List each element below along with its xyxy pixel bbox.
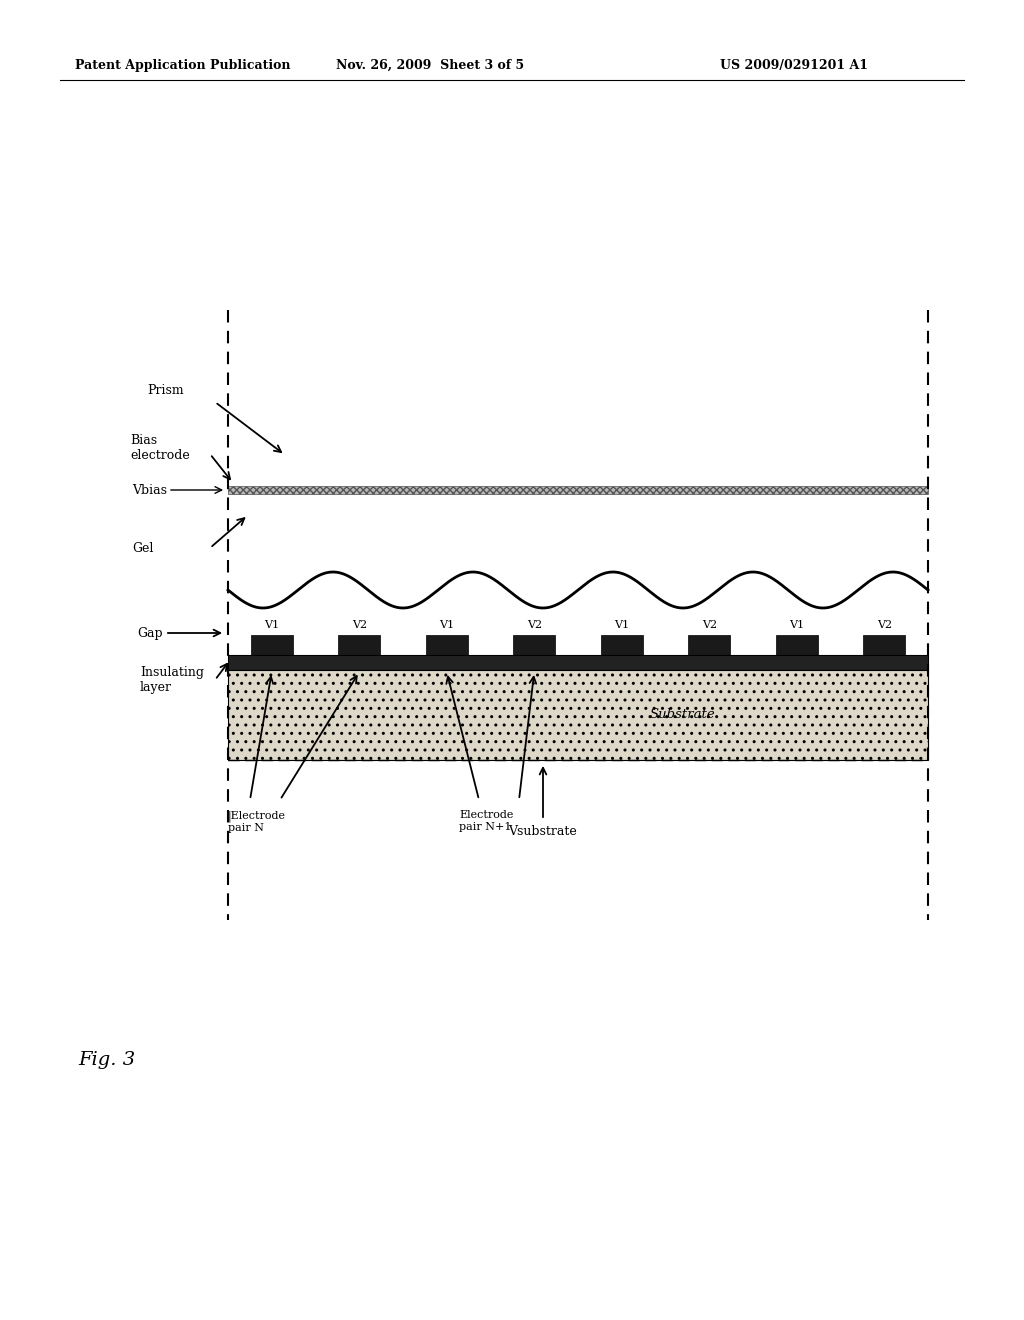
- Bar: [228, 671, 928, 760]
- Text: Gel: Gel: [132, 541, 154, 554]
- Text: V1: V1: [614, 620, 630, 630]
- Bar: [426, 635, 468, 655]
- Text: Fig. 3: Fig. 3: [78, 1051, 135, 1069]
- Bar: [688, 635, 730, 655]
- Bar: [776, 635, 818, 655]
- Text: V2: V2: [351, 620, 367, 630]
- Text: |Electrode
pair N: |Electrode pair N: [228, 810, 286, 833]
- Bar: [228, 655, 928, 671]
- Bar: [338, 635, 380, 655]
- Text: V2: V2: [701, 620, 717, 630]
- Bar: [863, 635, 905, 655]
- Text: Vsubstrate: Vsubstrate: [509, 825, 578, 838]
- Text: V1: V1: [264, 620, 280, 630]
- Bar: [513, 635, 555, 655]
- Bar: [228, 486, 928, 494]
- Text: Prism: Prism: [147, 384, 183, 396]
- Text: Gap: Gap: [137, 627, 163, 639]
- Bar: [601, 635, 643, 655]
- Text: V2: V2: [526, 620, 542, 630]
- Text: Bias
electrode: Bias electrode: [130, 434, 189, 462]
- Text: Electrode
pair N+1: Electrode pair N+1: [459, 810, 513, 832]
- Text: Insulating
layer: Insulating layer: [140, 667, 204, 694]
- Text: V2: V2: [877, 620, 892, 630]
- Text: Patent Application Publication: Patent Application Publication: [75, 58, 291, 71]
- Text: US 2009/0291201 A1: US 2009/0291201 A1: [720, 58, 868, 71]
- Text: V1: V1: [790, 620, 804, 630]
- Bar: [251, 635, 293, 655]
- Text: Substrate: Substrate: [650, 709, 716, 722]
- Text: V1: V1: [439, 620, 455, 630]
- Text: Nov. 26, 2009  Sheet 3 of 5: Nov. 26, 2009 Sheet 3 of 5: [336, 58, 524, 71]
- Text: Vbias: Vbias: [132, 483, 167, 496]
